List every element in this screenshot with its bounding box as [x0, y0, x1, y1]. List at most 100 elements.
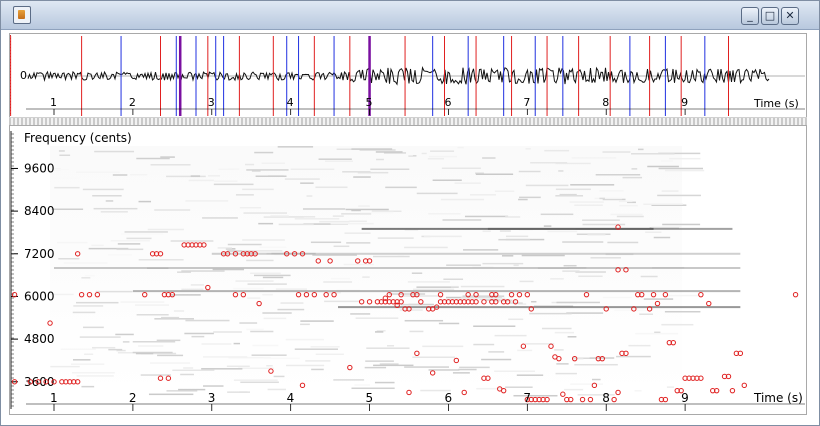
spectral-band — [473, 343, 495, 346]
spectral-band — [408, 155, 417, 157]
pitch-point — [461, 389, 467, 396]
spectral-band — [651, 204, 687, 206]
pitch-point — [741, 382, 747, 389]
onset-markers — [10, 36, 729, 116]
spectral-band — [280, 302, 304, 304]
spectrogram-bands — [50, 146, 741, 397]
spectral-band — [305, 360, 331, 362]
spectral-band — [332, 215, 344, 217]
spectral-band — [357, 171, 389, 174]
time-tick-label: 4 — [287, 96, 294, 109]
spectral-band — [582, 223, 626, 226]
spectral-band — [385, 186, 417, 189]
spectral-band — [267, 388, 286, 391]
spectral-band — [494, 334, 527, 337]
spectral-band — [409, 330, 424, 333]
spectrogram-svg: 9600 8400 7200 6000 4800 3600 Frequency (cent… — [10, 131, 805, 411]
spectral-band — [658, 167, 704, 170]
spectral-band — [517, 303, 527, 305]
spectral-band — [452, 372, 470, 374]
pitch-point — [615, 267, 621, 273]
spectrogram-panel[interactable]: 9600 8400 7200 6000 4800 3600 Frequency (cent… — [9, 125, 807, 415]
spectral-band — [622, 176, 643, 179]
time-tick-label: 5 — [366, 96, 373, 109]
spectral-band — [575, 271, 606, 273]
pitch-point — [418, 299, 424, 305]
spectral-band — [488, 351, 505, 353]
pitch-point — [544, 396, 550, 403]
pitch-points — [11, 224, 799, 403]
spectral-band — [190, 284, 204, 286]
spectral-band — [374, 381, 395, 384]
spectral-band — [135, 352, 154, 355]
spectral-band — [460, 285, 505, 288]
spectral-band — [226, 365, 250, 368]
close-button[interactable]: ✕ — [781, 7, 799, 25]
spectral-band — [570, 383, 603, 385]
spectral-band — [658, 152, 701, 155]
pitch-point — [465, 291, 471, 298]
spectral-band — [589, 357, 615, 359]
spectral-band — [258, 222, 274, 225]
spectral-band — [286, 364, 325, 367]
spectral-band — [607, 241, 639, 244]
maximize-button[interactable]: □ — [761, 7, 779, 25]
spectral-band — [170, 240, 214, 242]
spectral-band — [310, 241, 342, 244]
spectral-band — [50, 365, 80, 368]
spectrogram-time-tick-label: 7 — [523, 391, 531, 405]
spectral-band — [582, 219, 620, 221]
frequency-tick-label: 4800 — [24, 332, 55, 346]
spectral-band — [315, 186, 348, 189]
spectral-band — [247, 297, 261, 299]
pitch-point — [11, 291, 18, 298]
pitch-point — [43, 379, 49, 385]
spectral-band — [172, 369, 215, 372]
spectral-band — [262, 312, 292, 314]
spectral-band — [275, 288, 308, 290]
spectral-band — [595, 174, 641, 176]
spectral-band — [181, 288, 204, 291]
pitch-point — [303, 291, 310, 298]
minimize-button[interactable]: _ — [741, 7, 759, 25]
pitch-point — [473, 299, 479, 305]
spectral-band — [619, 204, 638, 207]
waveform-panel[interactable]: 0 1 2 3 4 5 6 7 8 9 Time (s) — [9, 33, 807, 118]
spectral-band — [177, 271, 191, 273]
audio-waveform — [27, 65, 770, 86]
time-tick-label: 2 — [129, 96, 136, 109]
spectral-band — [547, 230, 578, 233]
spectral-band — [213, 331, 242, 333]
pitch-point — [568, 396, 574, 403]
spectral-band — [376, 158, 384, 161]
spectral-band — [147, 228, 184, 231]
spectral-band — [262, 293, 273, 296]
spectral-band — [470, 194, 497, 196]
spectral-band — [148, 393, 194, 396]
spectral-band — [509, 302, 523, 304]
spectral-band — [191, 335, 205, 338]
spectral-band — [242, 250, 283, 252]
spectral-band — [351, 148, 393, 150]
pitch-point — [406, 389, 412, 396]
spectral-band — [370, 168, 410, 171]
pitch-point — [86, 291, 93, 298]
spectral-band — [253, 274, 291, 277]
spectral-band — [83, 326, 104, 329]
pitch-point — [315, 258, 321, 264]
pitch-point — [47, 320, 53, 326]
spectral-band — [559, 193, 577, 196]
spectral-band — [81, 385, 95, 388]
pitch-point — [706, 300, 712, 307]
spectral-band — [262, 276, 284, 279]
spectral-band — [73, 305, 104, 307]
pitch-point — [394, 302, 400, 309]
spectral-band — [468, 297, 506, 300]
pitch-point — [414, 350, 420, 357]
spectral-band — [315, 353, 344, 356]
spectral-band — [324, 160, 354, 163]
spectral-band — [400, 154, 413, 156]
harmonic-band — [338, 306, 741, 309]
frequency-axis-label: Frequency (cents) — [24, 131, 132, 145]
pitch-point — [615, 224, 621, 230]
